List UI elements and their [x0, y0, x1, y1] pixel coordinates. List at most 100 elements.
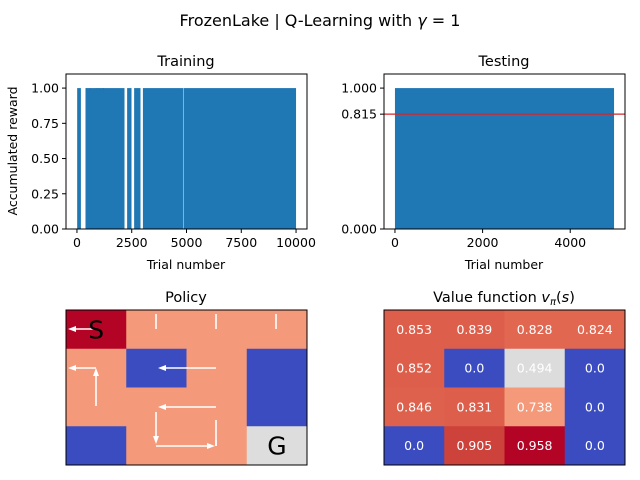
training-success-bar — [103, 88, 104, 92]
y-tick-label: 0.25 — [31, 186, 59, 201]
value-cell — [384, 426, 445, 466]
policy-cell — [246, 348, 308, 388]
testing-ticks: 0 2000 4000 0.000 0.815 1.000 — [341, 81, 586, 250]
policy-arrowhead — [93, 368, 99, 376]
x-tick-label: 2500 — [116, 235, 148, 250]
testing-plot-frame — [383, 73, 626, 230]
value-cell-label: 0.958 — [517, 438, 553, 453]
training-success-bar — [89, 88, 91, 92]
policy-arrowhead — [158, 365, 166, 371]
value-cell-label: 0.0 — [585, 399, 605, 414]
value-panel: Value function vπ(s) 0.853 0.839 0.828 0.82… — [383, 290, 626, 466]
x-tick-label: 4000 — [554, 235, 586, 250]
testing-bars — [394, 88, 615, 229]
value-cell — [444, 426, 505, 466]
value-cell-label: 0.0 — [585, 361, 605, 376]
policy-arrowhead — [68, 326, 76, 332]
value-cell — [504, 348, 566, 388]
policy-title: Policy — [165, 290, 207, 306]
policy-panel: Policy SG — [65, 290, 308, 466]
policy-cell — [246, 310, 308, 350]
x-tick-label: 2000 — [467, 235, 499, 250]
policy-labels: SG — [88, 315, 286, 460]
training-success-block — [142, 88, 183, 229]
x-tick-label: 5000 — [171, 235, 203, 250]
training-success-bar — [101, 88, 103, 92]
testing-success-block — [394, 88, 615, 229]
value-cell — [384, 387, 445, 427]
value-cell — [444, 348, 505, 388]
policy-state-label: S — [88, 315, 104, 344]
value-cell-label: 0.0 — [404, 438, 424, 453]
training-success-bar — [99, 88, 101, 92]
policy-arrowhead — [207, 443, 215, 449]
value-cell-label: 0.828 — [517, 322, 553, 337]
policy-arrowhead — [153, 436, 159, 444]
x-tick-label: 7500 — [225, 235, 257, 250]
x-tick-label: 0 — [391, 235, 399, 250]
training-title: Training — [156, 54, 214, 70]
policy-cell — [246, 426, 308, 466]
value-cell — [504, 426, 566, 466]
value-cell-label: 0.839 — [456, 322, 492, 337]
y-tick-label: 1.00 — [31, 81, 59, 96]
value-cell — [444, 310, 505, 350]
value-cell-label: 0.494 — [517, 361, 553, 376]
value-title: Value function vπ(s) — [433, 290, 575, 308]
value-cell-label: 0.831 — [456, 399, 492, 414]
value-cell-label: 0.824 — [577, 322, 613, 337]
testing-xlabel: Trial number — [464, 257, 544, 272]
value-cell-label: 0.905 — [456, 438, 492, 453]
value-cell — [564, 310, 626, 350]
value-cell-label: 0.852 — [396, 361, 432, 376]
value-cell-label: 0.738 — [517, 399, 553, 414]
testing-title: Testing — [478, 54, 530, 70]
training-panel: Training 0 2500 5000 7500 100000.000.250.500… — [5, 54, 316, 272]
y-tick-label: 0.00 — [31, 222, 59, 237]
value-cell-label: 0.846 — [396, 399, 432, 414]
y-tick-label: 0.75 — [31, 116, 59, 131]
x-tick-label: 10000 — [276, 235, 316, 250]
training-success-bar — [97, 88, 99, 92]
x-tick-label: 0 — [73, 235, 81, 250]
training-ylabel: Accumulated reward — [5, 86, 20, 215]
training-bars — [77, 88, 297, 229]
value-cell — [504, 310, 566, 350]
policy-arrowhead — [158, 404, 166, 410]
value-cell — [384, 348, 445, 388]
value-cell — [564, 387, 626, 427]
value-cell — [384, 310, 445, 350]
training-success-block — [134, 88, 141, 229]
training-ticks: 0 2500 5000 7500 10000 0.00 0.25 0.50 0.75 1.00 — [31, 81, 316, 250]
value-grid: 0.853 0.839 0.828 0.824 0.852 0.0 0.494 0.0 0.84… — [384, 310, 626, 466]
value-cell — [504, 387, 566, 427]
policy-path — [71, 314, 277, 447]
value-cell — [444, 387, 505, 427]
training-plot-frame — [65, 73, 308, 230]
policy-arrowheads — [68, 326, 215, 449]
value-cell-label: 0.0 — [464, 361, 484, 376]
training-success-bar — [95, 88, 97, 92]
y-tick-label: 0.815 — [341, 107, 377, 122]
training-success-block — [85, 88, 125, 229]
training-success-block — [77, 88, 81, 229]
value-cell-label: 0.853 — [396, 322, 432, 337]
y-tick-label: 0.50 — [31, 151, 59, 166]
training-success-block — [127, 88, 132, 229]
value-cell — [564, 348, 626, 388]
training-xlabel: Trial number — [146, 257, 226, 272]
policy-frame — [65, 309, 308, 466]
figure-suptitle: FrozenLake | Q-Learning with γ = 1 — [180, 11, 461, 30]
value-cell — [564, 426, 626, 466]
value-cell-label: 0.0 — [585, 438, 605, 453]
testing-panel: Testing 0 2000 4000 0.000 0.815 1.000 Trial n… — [341, 54, 626, 272]
policy-cell — [66, 426, 127, 466]
policy-cell — [246, 387, 308, 427]
training-success-block — [183, 88, 297, 229]
policy-state-label: G — [267, 432, 286, 461]
value-frame — [383, 309, 626, 466]
y-tick-label: 0.000 — [341, 222, 377, 237]
policy-arrowhead — [68, 365, 76, 371]
y-tick-label: 1.000 — [341, 81, 377, 96]
